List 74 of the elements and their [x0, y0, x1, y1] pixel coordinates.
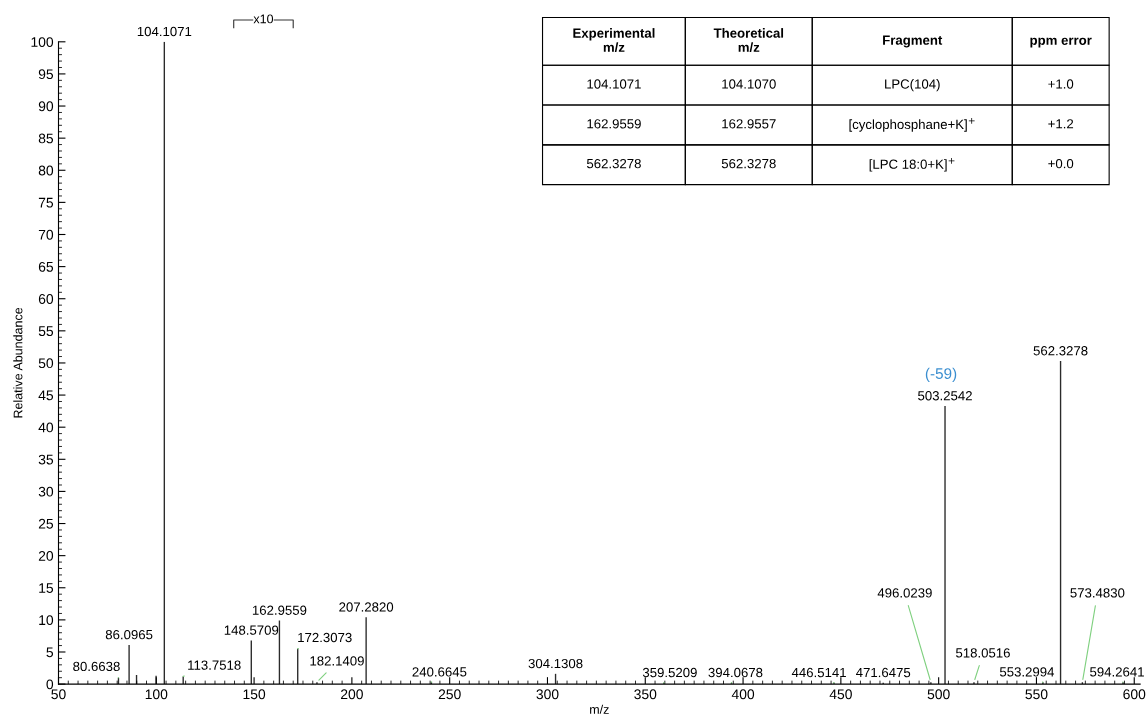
- y-axis-title: Relative Abundance: [13, 307, 23, 418]
- annotation: 162.9557: [722, 119, 776, 129]
- annotation: 104.1071: [587, 79, 641, 89]
- y-tick-label: 90: [38, 101, 54, 112]
- annotation: 104.1071: [137, 26, 192, 37]
- y-tick-label: 65: [38, 261, 54, 272]
- annotation: 148.5709: [224, 625, 279, 635]
- annotation: 518.0516: [955, 648, 1010, 658]
- x-tick-label: 400: [731, 689, 755, 700]
- annotation: LPC(104): [885, 78, 940, 92]
- y-tick-label: 95: [38, 69, 54, 80]
- y-tick-label: 80: [38, 165, 54, 176]
- y-tick-label: 55: [38, 326, 54, 337]
- y-tick-label: 25: [38, 518, 54, 529]
- annotation: 496.0239: [877, 588, 932, 598]
- annotation: 573.4830: [1070, 588, 1125, 598]
- annotation: 446.5141: [791, 667, 846, 678]
- annotation: 471.6475: [855, 667, 911, 678]
- annotation: 553.2994: [999, 667, 1055, 677]
- annotation: [cyclophosphane+K]$^{+}$: [849, 118, 975, 132]
- annotation: 113.7518: [188, 660, 241, 670]
- annotation: 240.6645: [412, 667, 467, 677]
- x-tick-label: 250: [438, 689, 461, 700]
- x-tick-label: 300: [536, 689, 559, 700]
- x-tick-label: 600: [1123, 689, 1146, 700]
- y-tick-label: 0: [46, 679, 54, 690]
- y-tick-label: 45: [38, 390, 54, 401]
- y-tick-label: 15: [39, 583, 54, 593]
- y-tick-label: 60: [38, 294, 54, 304]
- x-tick-label: 100: [145, 689, 168, 700]
- annotation: 304.1308: [528, 658, 583, 669]
- annotation: 207.2820: [339, 602, 394, 612]
- x-tick-label: 450: [829, 689, 852, 700]
- annotation: 503.2542: [918, 391, 972, 401]
- annotation: 162.9559: [587, 119, 641, 129]
- y-tick-label: 85: [38, 133, 54, 144]
- y-tick-label: 35: [38, 454, 54, 465]
- annotation: Experimental m/z: [573, 28, 655, 53]
- text: x10: [253, 14, 274, 24]
- y-tick-label: 75: [38, 197, 54, 208]
- annotation: 172.3073: [298, 632, 352, 643]
- annotation: 182.1409: [310, 656, 364, 666]
- annotation: 359.5209: [642, 667, 697, 678]
- x-tick-label: 150: [243, 689, 266, 700]
- annotation: +0.0: [1048, 158, 1074, 169]
- y-tick-label: 10: [39, 615, 54, 626]
- y-tick-label: 40: [38, 422, 54, 433]
- annotation: 104.1070: [722, 79, 776, 89]
- annotation: 562.3278: [721, 158, 776, 169]
- annotation: 86.0965: [105, 629, 153, 640]
- annotation: 162.9559: [252, 605, 307, 615]
- x-tick-label: 500: [927, 689, 950, 700]
- annotation: 394.0678: [708, 667, 763, 678]
- x-tick-label: 550: [1025, 689, 1048, 700]
- x-tick-label: 350: [634, 689, 657, 700]
- annotation: Fragment: [883, 35, 943, 48]
- annotation: 562.3278: [586, 158, 641, 169]
- y-tick-label: 100: [31, 37, 54, 47]
- annotation: +1.0: [1048, 79, 1074, 89]
- annotation: 594.2641: [1090, 667, 1144, 677]
- annotation: 562.3278: [1033, 346, 1088, 356]
- annotation: [LPC 18:0+K]$^{+}$: [869, 157, 955, 172]
- annotation: (-59): [925, 367, 957, 382]
- x-axis-title: m/z: [590, 704, 609, 714]
- y-tick-label: 50: [38, 358, 54, 369]
- annotation: Theoretical m/z: [713, 28, 784, 53]
- y-tick-label: 70: [38, 229, 54, 240]
- y-tick-label: 5: [46, 647, 54, 658]
- y-tick-label: 30: [38, 486, 54, 497]
- y-tick-label: 20: [38, 550, 54, 561]
- annotation: 80.6638: [73, 661, 120, 672]
- annotation: ppm error: [1030, 37, 1092, 48]
- x-tick-label: 200: [341, 689, 363, 700]
- annotation: +1.2: [1048, 119, 1074, 129]
